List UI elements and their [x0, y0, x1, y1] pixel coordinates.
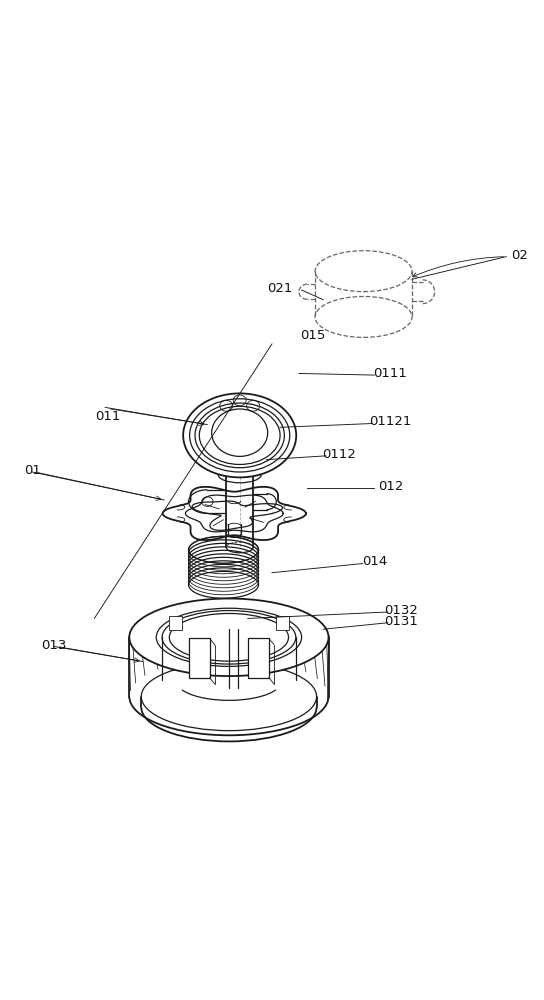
Text: 01: 01	[24, 464, 41, 477]
FancyBboxPatch shape	[248, 638, 269, 678]
Text: 014: 014	[362, 555, 387, 568]
Text: 0131: 0131	[384, 615, 418, 628]
Text: 0132: 0132	[384, 604, 418, 617]
FancyBboxPatch shape	[169, 616, 182, 630]
Ellipse shape	[129, 599, 329, 676]
Text: 012: 012	[378, 480, 403, 493]
Text: 015: 015	[300, 329, 325, 342]
Text: 0111: 0111	[374, 367, 407, 380]
Text: 01121: 01121	[369, 415, 412, 428]
Text: 0112: 0112	[323, 448, 356, 461]
Text: 013: 013	[41, 639, 66, 652]
FancyBboxPatch shape	[189, 638, 209, 678]
Text: 011: 011	[95, 410, 120, 423]
FancyBboxPatch shape	[276, 616, 289, 630]
Ellipse shape	[169, 613, 288, 661]
Text: 021: 021	[268, 282, 293, 295]
Text: 02: 02	[511, 249, 528, 262]
Ellipse shape	[162, 611, 296, 664]
Ellipse shape	[156, 608, 301, 666]
